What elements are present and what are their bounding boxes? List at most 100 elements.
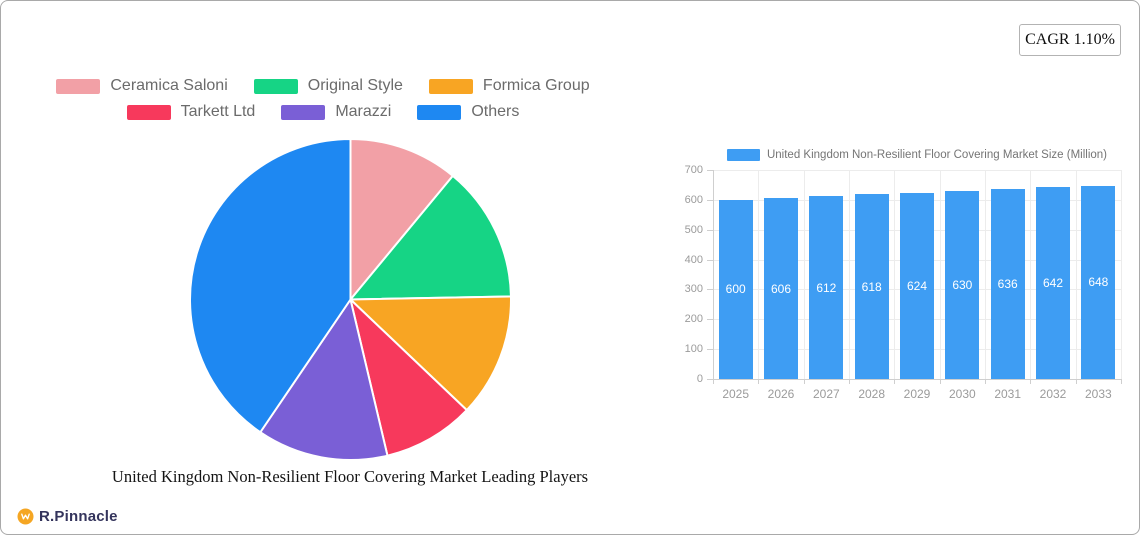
bar-legend-item[interactable]: United Kingdom Non-Resilient Floor Cover…: [713, 148, 1121, 162]
x-axis-label: 2029: [903, 387, 931, 401]
legend-label: Ceramica Saloni: [110, 77, 228, 94]
gridline-vertical: [1075, 170, 1077, 379]
pie-legend-item-ceramica-saloni[interactable]: Ceramica Saloni: [56, 77, 228, 95]
legend-swatch: [281, 104, 326, 120]
bar-2029[interactable]: [900, 192, 934, 379]
bar-value-label: 624: [906, 278, 928, 293]
bar-2026[interactable]: [764, 198, 798, 379]
bar-2027[interactable]: [809, 196, 844, 379]
pie-legend-row: Ceramica Saloni Original Style Formica Gro…: [56, 77, 590, 95]
x-axis-line: [713, 379, 1121, 380]
x-axis-tick: [758, 379, 760, 384]
bar-value-label: 612: [816, 280, 837, 295]
pie-slice-marazzi[interactable]: [259, 298, 389, 461]
y-axis-tick: [707, 199, 713, 201]
gridline-vertical: [1030, 170, 1032, 379]
y-axis-tick: [707, 170, 713, 171]
y-axis-tick: [707, 319, 713, 321]
x-axis-tick: [985, 379, 986, 384]
pie-legend-item-others[interactable]: Others: [417, 103, 519, 121]
legend-label: Others: [471, 103, 520, 120]
gridline-horizontal: [713, 170, 1121, 171]
y-axis-tick: [707, 259, 713, 261]
y-axis-label: 500: [684, 223, 703, 236]
pie-slice-tarkett-ltd[interactable]: [349, 298, 468, 457]
bar-2030[interactable]: [945, 190, 980, 379]
x-axis-tick: [939, 379, 941, 384]
bar-value-label: 636: [997, 277, 1018, 292]
bar-value-label: 642: [1042, 276, 1064, 291]
bar-2033[interactable]: [1081, 185, 1116, 379]
legend-swatch: [417, 104, 462, 120]
y-axis-label: 300: [684, 283, 703, 296]
bar-legend-label: United Kingdom Non-Resilient Floor Cover…: [766, 149, 1107, 161]
x-axis-label: 2032: [1039, 387, 1067, 401]
gridline-vertical: [803, 170, 805, 379]
bar-value-label: 606: [770, 281, 792, 296]
y-axis-label: 700: [684, 164, 703, 176]
y-axis-tick: [707, 379, 713, 380]
bar-value-label: 618: [861, 279, 882, 294]
y-axis-line: [713, 170, 714, 379]
x-axis-label: 2031: [994, 387, 1022, 401]
x-axis-tick: [849, 379, 850, 384]
cagr-badge-label: CAGR 1.10%: [1025, 31, 1115, 48]
pie-chart: [189, 138, 512, 461]
x-axis-tick: [894, 379, 896, 384]
x-axis-label: 2027: [812, 387, 840, 401]
x-axis-label: 2028: [858, 387, 886, 401]
gridline-vertical: [985, 170, 986, 379]
pie-legend: Ceramica Saloni Original Style Formica Gro…: [13, 77, 633, 121]
bar-legend-swatch: [726, 149, 760, 161]
bar-value-label: 648: [1088, 275, 1109, 290]
brand-logo-text: R.Pinnacle: [39, 508, 118, 525]
bar-2032[interactable]: [1036, 187, 1070, 379]
x-axis-label: 2030: [948, 387, 976, 401]
x-axis-tick: [1121, 379, 1122, 384]
bar-value-label: 600: [725, 282, 746, 297]
x-axis-tick: [1030, 379, 1032, 384]
x-axis-tick: [1075, 379, 1077, 384]
y-axis-label: 0: [696, 373, 703, 385]
pie-legend-item-tarkett-ltd[interactable]: Tarkett Ltd: [126, 103, 256, 121]
gridline-vertical: [939, 170, 941, 379]
pie-chart-title: United Kingdom Non-Resilient Floor Cover…: [111, 467, 589, 486]
pie-slice-ceramica-saloni[interactable]: [349, 138, 454, 301]
x-axis-tick: [713, 379, 714, 384]
bar-2031[interactable]: [990, 189, 1025, 379]
x-axis-label: 2033: [1084, 387, 1112, 401]
brand-logo-icon: [17, 508, 34, 525]
gridline-vertical: [894, 170, 896, 379]
bar-value-label: 630: [952, 277, 973, 292]
x-axis-tick: [803, 379, 805, 384]
pie-slice-others[interactable]: [189, 138, 352, 434]
legend-label: Marazzi: [335, 103, 392, 120]
bar-2028[interactable]: [854, 194, 889, 379]
x-axis-label: 2025: [722, 387, 750, 401]
bar-chart: United Kingdom Non-Resilient Floor Cover…: [685, 146, 1135, 408]
bar-2025[interactable]: [718, 199, 753, 379]
pie-legend-row: Tarkett Ltd Marazzi Others: [126, 103, 519, 121]
legend-swatch: [253, 78, 298, 94]
legend-label: Original Style: [307, 77, 403, 94]
pie-slice-formica-group[interactable]: [349, 295, 512, 412]
legend-swatch: [56, 78, 101, 94]
pie-legend-item-formica-group[interactable]: Formica Group: [428, 77, 590, 95]
y-axis-label: 100: [684, 343, 703, 356]
legend-swatch: [428, 78, 473, 94]
legend-label: Tarkett Ltd: [180, 103, 256, 120]
gridline-vertical: [849, 170, 850, 379]
x-axis-label: 2026: [767, 387, 795, 401]
pie-slice-original-style[interactable]: [349, 174, 512, 301]
y-axis-tick: [707, 349, 713, 351]
pie-legend-item-original-style[interactable]: Original Style: [253, 77, 403, 95]
gridline-vertical: [758, 170, 760, 379]
cagr-badge: CAGR 1.10%: [1019, 24, 1121, 56]
pie-legend-item-marazzi[interactable]: Marazzi: [281, 103, 391, 121]
brand-logo[interactable]: R.Pinnacle: [17, 508, 118, 525]
y-axis-label: 400: [684, 253, 703, 266]
y-axis-tick: [707, 289, 713, 291]
y-axis-label: 600: [684, 193, 703, 206]
legend-label: Formica Group: [482, 77, 590, 94]
